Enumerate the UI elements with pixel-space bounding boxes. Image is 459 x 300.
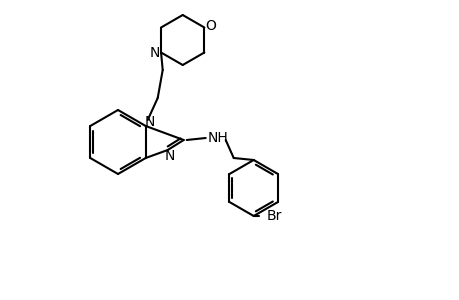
Text: NH: NH [207, 131, 228, 145]
Text: N: N [150, 46, 160, 59]
Text: N: N [164, 149, 174, 163]
Text: N: N [144, 115, 155, 129]
Text: O: O [204, 19, 215, 32]
Text: Br: Br [266, 209, 282, 223]
